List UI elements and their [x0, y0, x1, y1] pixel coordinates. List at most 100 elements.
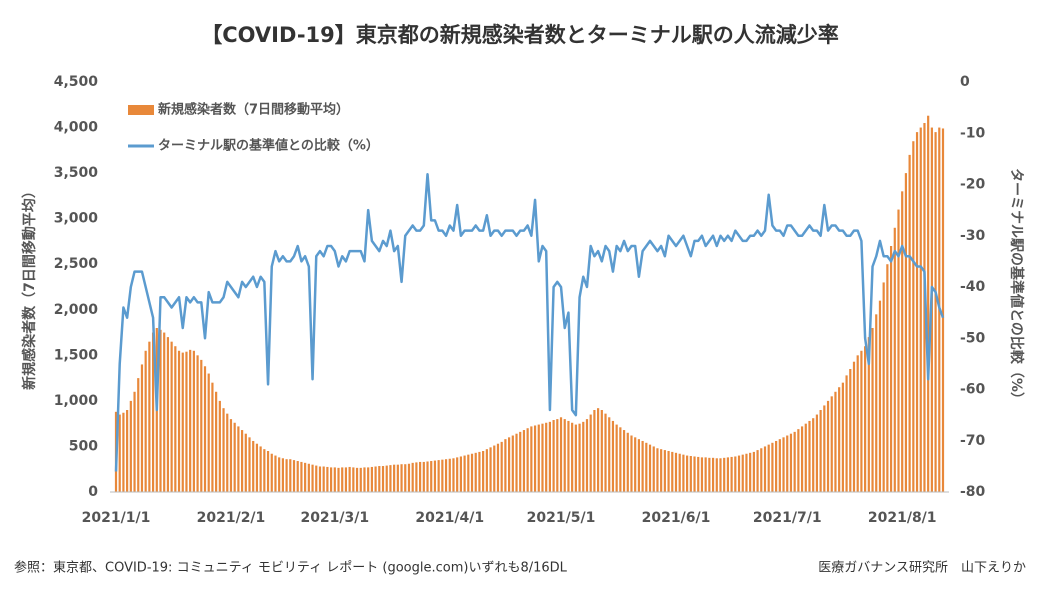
bar: [363, 467, 366, 492]
y2-tick-label: -20: [960, 177, 986, 193]
bar: [838, 387, 841, 492]
bar: [266, 451, 270, 492]
y-axis-label: 新規感染者数（7日間移動平均）: [21, 184, 38, 390]
bar: [604, 413, 607, 492]
y2-tick-label: -40: [960, 279, 986, 295]
x-tick-label: 2021/4/1: [415, 510, 484, 526]
y-tick-label: 3,000: [54, 211, 99, 227]
bar: [622, 430, 626, 492]
bar: [519, 431, 522, 492]
bar: [893, 227, 896, 492]
bar: [448, 458, 451, 492]
y2-tick-label: -60: [960, 382, 986, 398]
y-tick-label: 4,000: [54, 120, 99, 136]
bar: [578, 423, 581, 492]
bar: [307, 463, 310, 492]
bar: [129, 400, 132, 492]
bar: [660, 449, 663, 492]
bar: [656, 448, 659, 492]
bar: [864, 346, 867, 492]
bar: [697, 456, 700, 492]
bar: [589, 414, 592, 492]
bar: [159, 329, 162, 492]
bar: [912, 141, 915, 492]
bar: [426, 461, 429, 492]
bar: [608, 417, 611, 492]
x-tick-label: 2021/1/1: [82, 510, 151, 526]
bar: [804, 423, 807, 492]
bar: [648, 444, 652, 492]
bar: [726, 457, 730, 492]
bar: [878, 300, 882, 492]
line: [114, 173, 945, 472]
bar: [830, 396, 833, 492]
bar: [915, 132, 919, 492]
bar: [708, 457, 711, 492]
bar: [693, 456, 696, 492]
bar: [826, 400, 830, 492]
x-tick-label: 2021/5/1: [527, 510, 596, 526]
bar: [704, 457, 707, 492]
y2-tick-label: -10: [960, 125, 986, 141]
y-tick-label: 2,000: [54, 302, 99, 318]
bar: [304, 462, 307, 492]
credit: 医療ガバナンス研究所 山下えりか: [818, 561, 1026, 576]
bar: [856, 355, 859, 492]
bar: [500, 441, 503, 492]
bar: [493, 445, 496, 492]
bar: [341, 467, 344, 492]
bar: [582, 421, 585, 492]
bar: [526, 428, 529, 492]
x-tick-label: 2021/3/1: [300, 510, 369, 526]
bar: [626, 432, 629, 492]
bar: [793, 431, 796, 492]
bar: [556, 419, 559, 492]
bar: [571, 422, 574, 492]
bar: [404, 464, 407, 492]
x-tick-label: 2021/7/1: [753, 510, 822, 526]
bar: [418, 461, 422, 492]
bar: [478, 451, 481, 492]
bar: [226, 413, 229, 492]
bar: [671, 451, 674, 492]
bar: [630, 435, 633, 492]
bar: [270, 453, 273, 492]
bar: [593, 410, 596, 492]
bar: [715, 458, 718, 492]
bar: [352, 467, 355, 492]
bar: [463, 455, 466, 492]
bar: [812, 418, 815, 492]
bar: [211, 382, 214, 492]
bar: [927, 115, 930, 492]
bar: [263, 449, 266, 492]
y-tick-label: 3,500: [54, 165, 99, 181]
bar: [496, 443, 500, 492]
bar: [240, 430, 244, 492]
bar: [318, 466, 322, 492]
bar: [789, 433, 793, 492]
bar: [800, 426, 804, 492]
bar: [411, 462, 414, 492]
bar: [508, 437, 511, 492]
bar: [355, 467, 359, 492]
bar: [344, 467, 348, 492]
bar: [289, 459, 292, 492]
bar: [467, 454, 470, 492]
bar: [934, 132, 937, 492]
bar: [133, 391, 136, 492]
bar: [148, 341, 151, 492]
bar: [619, 427, 622, 492]
bar: [393, 464, 396, 492]
bar: [686, 455, 689, 492]
bar: [886, 264, 889, 492]
bar: [389, 465, 392, 492]
bar: [215, 391, 218, 492]
bar: [889, 246, 893, 492]
bar: [530, 426, 533, 492]
bar: [771, 442, 774, 492]
bar: [860, 350, 863, 492]
bar: [274, 455, 277, 492]
bar: [459, 456, 462, 492]
bar: [652, 446, 655, 492]
